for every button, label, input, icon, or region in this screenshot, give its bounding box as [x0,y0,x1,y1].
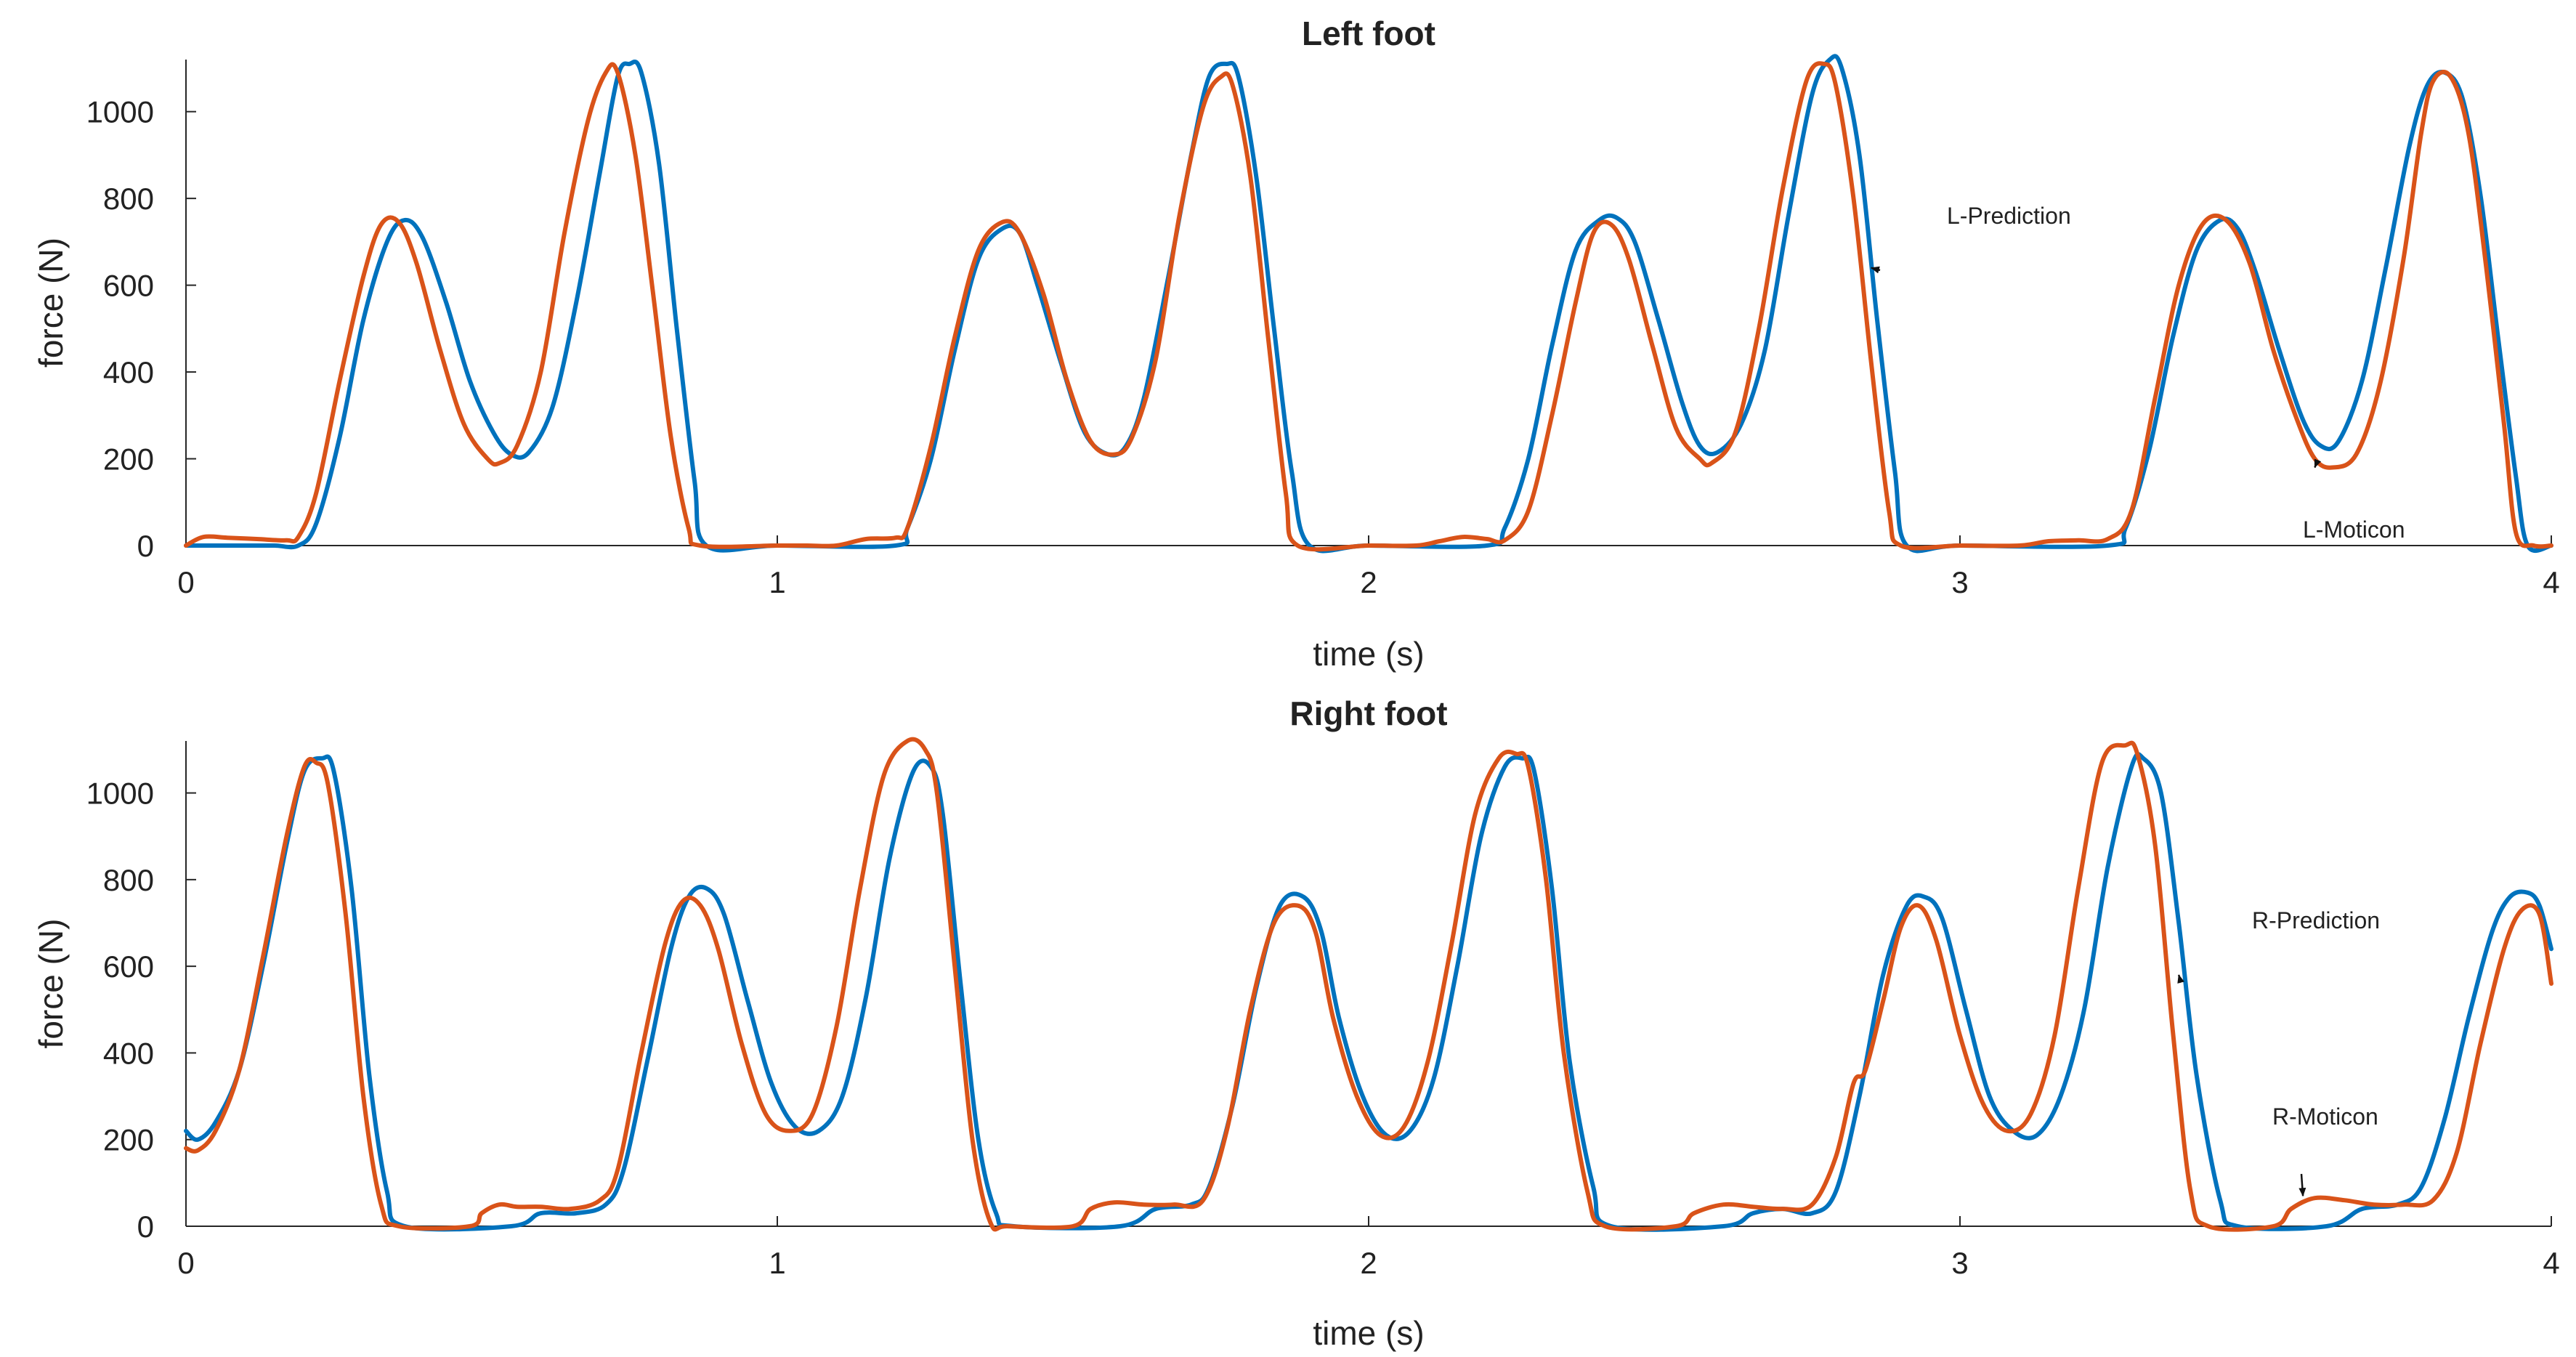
x-axis-label: time (s) [1313,635,1424,673]
y-tick-label: 800 [103,182,154,216]
x-tick-label: 0 [177,565,194,599]
right-foot-panel: Right foot force (N) time (s) 0 1 2 3 4 0 200 4… [32,694,2560,1352]
y-tick-label: 400 [103,1036,154,1070]
y-tick-label: 600 [103,269,154,303]
prediction-series-line [184,752,2553,1232]
y-axis-label: force (N) [32,919,70,1049]
x-tick-label: 3 [1951,1246,1968,1280]
moticon-series-line [184,737,2553,1232]
chart-title: Left foot [1302,15,1435,52]
left-foot-panel: Left foot force (N) time (s) 0 1 2 3 4 0 200 40… [32,15,2560,673]
annotation-arrow [1870,266,1881,274]
x-tick-label: 4 [2543,1246,2559,1280]
x-tick-label: 2 [1360,1246,1377,1280]
y-tick-label: 400 [103,355,154,389]
x-axis-label: time (s) [1313,1314,1424,1352]
chart-title: Right foot [1289,694,1447,732]
annotation-label: R-Prediction [2252,907,2380,933]
moticon-series-line [184,61,2553,552]
x-tick-label: 4 [2543,565,2559,599]
y-tick-label: 1000 [86,95,154,129]
y-tick-label: 800 [103,863,154,897]
y-axis-label: force (N) [32,238,70,368]
x-tick-label: 1 [769,1246,785,1280]
x-tick-label: 2 [1360,565,1377,599]
prediction-series-line [184,54,2553,554]
annotation-arrow [2298,1173,2306,1197]
x-tick-label: 1 [769,565,785,599]
y-tick-label: 200 [103,442,154,477]
y-tick-label: 600 [103,949,154,984]
x-tick-label: 0 [177,1246,194,1280]
annotation-label: R-Moticon [2272,1103,2378,1130]
x-tick-label: 3 [1951,565,1968,599]
y-tick-label: 1000 [86,777,154,811]
annotation-label: L-Moticon [2303,517,2405,543]
annotation-arrow [2314,458,2322,469]
y-tick-label: 0 [137,529,154,563]
y-tick-label: 200 [103,1123,154,1157]
annotation-label: L-Prediction [1947,203,2071,229]
y-tick-label: 0 [137,1210,154,1244]
